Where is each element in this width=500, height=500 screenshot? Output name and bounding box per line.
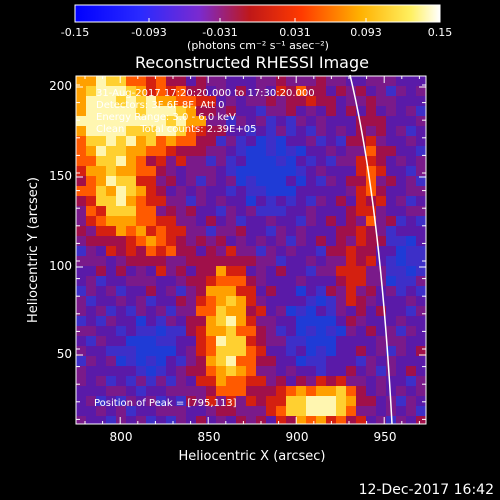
plot-title: Reconstructed RHESSI Image: [135, 53, 369, 72]
x-tick-label: 950: [374, 430, 397, 444]
info-counts: Clean Total counts: 2.39E+05: [96, 124, 256, 135]
y-axis-label: Heliocentric Y (arcsec): [26, 177, 41, 323]
info-energy-range: Energy Range: 3.0 - 6.0 keV: [96, 112, 236, 123]
x-axis-label: Heliocentric X (arcsec): [179, 449, 326, 464]
rhessi-image: [76, 76, 426, 424]
x-tick-label: 900: [286, 430, 309, 444]
info-detectors: Detectors: 3F 6F 8F, Att 0: [96, 100, 224, 111]
footer-date: 12-Dec-2017 16:42: [359, 482, 494, 498]
y-tick-label: 100: [49, 259, 72, 273]
y-tick-label: 150: [49, 169, 72, 183]
colorbar-tick-label: 0.093: [350, 26, 382, 39]
colorbar-tick-label: 0.031: [279, 26, 311, 39]
colorbar-tick-label: -0.093: [131, 26, 166, 39]
plot-frame: [75, 75, 427, 425]
colorbar-units: (photons cm⁻² s⁻¹ asec⁻²): [187, 39, 329, 52]
x-tick-label: 800: [110, 430, 133, 444]
solar-limb-line: [349, 74, 393, 425]
colorbar-tick-label: 0.15: [428, 26, 453, 39]
colorbar-tick-label: -0.031: [202, 26, 237, 39]
info-block: 31-Aug-2017 17:20:20.000 to 17:30:20.000…: [96, 88, 315, 135]
axis-ticks: [76, 76, 426, 424]
y-tick-label: 200: [49, 79, 72, 93]
colorbar-tick-label: -0.15: [61, 26, 89, 39]
x-tick-label: 850: [198, 430, 221, 444]
colorbar: -0.15 -0.093 -0.031 0.031 0.093 0.15 (ph…: [61, 4, 453, 52]
colorbar-gradient: [74, 4, 441, 23]
peak-position-text: Position of Peak = [795,113]: [94, 398, 237, 409]
y-tick-label: 50: [57, 347, 72, 361]
info-time-range: 31-Aug-2017 17:20:20.000 to 17:30:20.000: [96, 88, 315, 99]
